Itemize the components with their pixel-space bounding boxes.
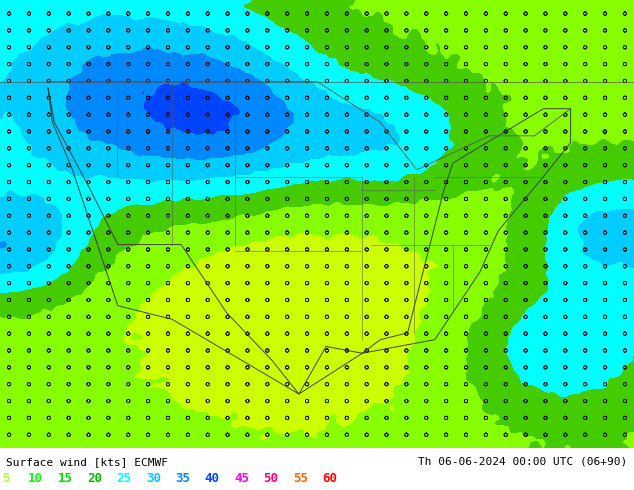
Text: 30: 30 — [146, 472, 161, 485]
Text: 25: 25 — [117, 472, 131, 485]
Text: 5: 5 — [3, 472, 10, 485]
Text: 45: 45 — [234, 472, 249, 485]
Text: 50: 50 — [263, 472, 278, 485]
Text: 10: 10 — [29, 472, 43, 485]
Text: 60: 60 — [322, 472, 337, 485]
Text: 15: 15 — [58, 472, 73, 485]
Text: 20: 20 — [87, 472, 102, 485]
Text: Surface wind [kts] ECMWF: Surface wind [kts] ECMWF — [6, 457, 169, 466]
Text: Th 06-06-2024 00:00 UTC (06+90): Th 06-06-2024 00:00 UTC (06+90) — [418, 457, 628, 466]
Text: 55: 55 — [293, 472, 307, 485]
Text: 40: 40 — [205, 472, 219, 485]
Text: 35: 35 — [175, 472, 190, 485]
